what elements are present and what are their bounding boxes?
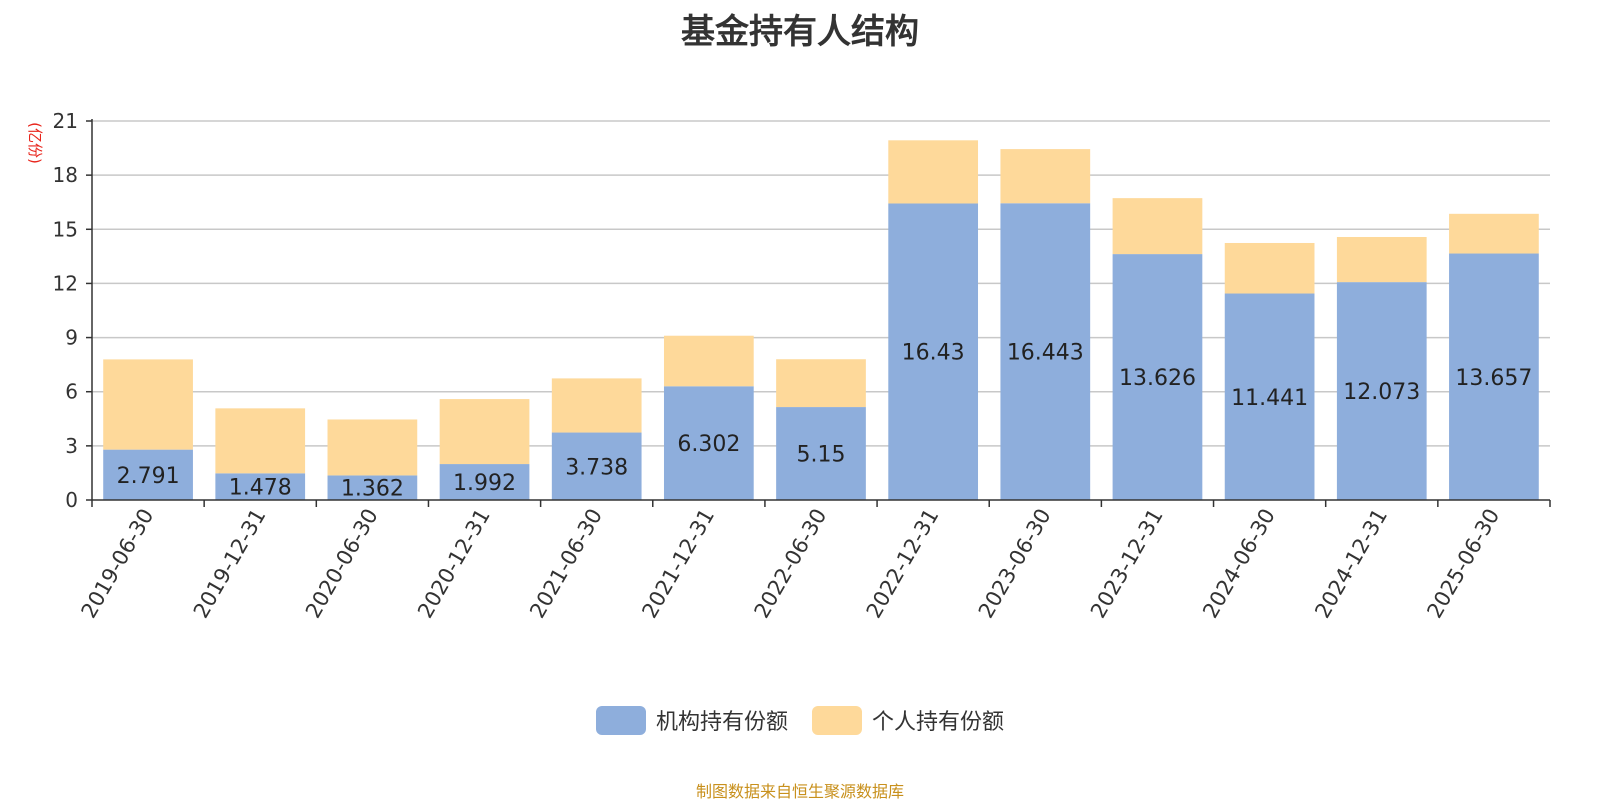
data-label: 16.443 [1007,341,1084,366]
bar-institutional[interactable] [888,203,979,501]
bar-institutional[interactable] [1112,254,1203,500]
bar-individual[interactable] [439,399,530,465]
x-tick-label: 2021-06-30 [525,505,607,623]
y-tick-label: 18 [53,163,78,187]
data-label: 3.738 [565,455,628,480]
bar-individual[interactable] [1449,213,1539,254]
x-tick-label: 2019-06-30 [77,505,159,623]
bar-institutional[interactable] [1336,282,1427,500]
bar-institutional[interactable] [327,475,418,500]
y-tick-label: 12 [53,271,78,295]
bar-individual[interactable] [888,140,979,204]
bar-institutional[interactable] [103,449,193,500]
x-tick-label: 2024-12-31 [1310,505,1392,623]
bar-individual[interactable] [776,359,866,408]
x-tick-label: 2025-06-30 [1422,505,1504,623]
x-tick-label: 2022-12-31 [862,504,944,622]
data-label: 2.791 [117,464,180,489]
x-tick-label: 2024-06-30 [1198,505,1280,623]
x-tick-label: 2023-06-30 [974,505,1056,623]
y-tick-label: 6 [65,380,78,404]
bar-individual[interactable] [215,408,306,474]
data-label: 13.657 [1455,366,1532,391]
data-label: 6.302 [677,432,740,457]
bars [103,140,1539,501]
bar-individual[interactable] [1112,198,1203,255]
legend-swatch-individual [812,705,862,735]
data-label: 1.362 [341,477,404,502]
bar-individual[interactable] [663,335,754,387]
bar-institutional[interactable] [776,407,866,500]
y-axis-unit-label: (亿份) [26,122,44,164]
x-tick-label: 2020-06-30 [301,505,383,623]
x-tick-label: 2019-12-31 [189,505,271,623]
x-tick-label: 2023-12-31 [1086,505,1168,623]
x-tick-label: 2022-06-30 [750,505,832,623]
bar-individual[interactable] [1336,236,1427,283]
y-tick-label: 3 [65,434,78,458]
source-note: 制图数据来自恒生聚源数据库 [695,782,904,801]
bar-individual[interactable] [1000,149,1091,204]
y-tick-label: 0 [65,488,78,512]
bar-institutional[interactable] [663,386,754,500]
bar-individual[interactable] [103,359,193,450]
y-tick-label: 15 [53,217,78,241]
data-label: 5.15 [797,443,846,468]
data-label: 1.478 [229,476,292,501]
legend-item-individual[interactable]: 个人持有份额 [812,704,1004,736]
chart-title: 基金持有人结构 [681,12,919,52]
x-tick-label: 2021-12-31 [637,505,719,623]
legend: 机构持有份额 个人持有份额 [0,704,1600,736]
bar-institutional[interactable] [215,473,306,500]
bar-institutional[interactable] [1224,293,1315,500]
bar-institutional[interactable] [1000,203,1091,501]
legend-item-institutional[interactable]: 机构持有份额 [595,704,788,736]
bar-institutional[interactable] [1449,253,1539,500]
bar-individual[interactable] [1224,242,1315,294]
data-label: 12.073 [1343,380,1420,405]
bar-institutional[interactable] [439,464,530,500]
y-tick-label: 21 [53,109,78,133]
legend-label-institutional: 机构持有份额 [655,710,788,735]
data-label: 13.626 [1119,366,1196,391]
data-label: 1.992 [453,471,516,496]
data-label: 16.43 [902,341,965,366]
bar-individual[interactable] [551,378,642,433]
y-tick-label: 9 [65,326,78,350]
x-tick-label: 2020-12-31 [413,505,495,623]
data-label: 11.441 [1231,386,1308,411]
legend-swatch-institutional [595,705,646,735]
legend-label-individual: 个人持有份额 [872,710,1005,735]
bar-institutional[interactable] [551,432,642,500]
data-labels: 2.791 1.478 1.362 1.992 3.738 6.302 5.15 16.43 1… [117,341,1533,502]
bar-individual[interactable] [327,419,418,476]
